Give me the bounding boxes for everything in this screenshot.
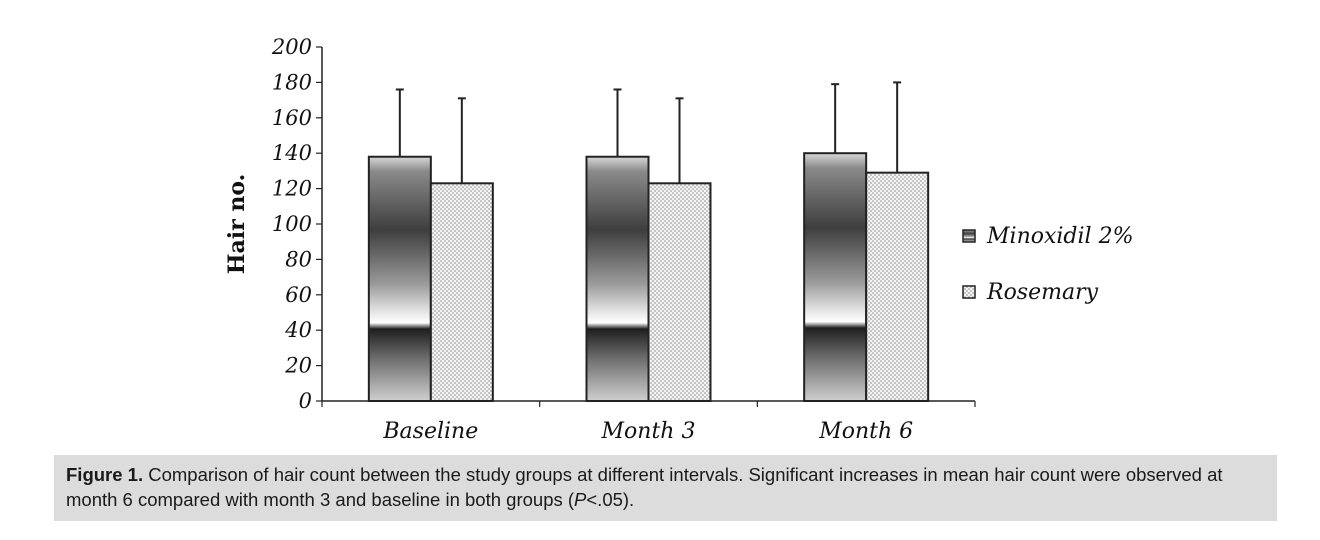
bar-minoxidil	[803, 152, 868, 402]
chart-axes: 0 20 40 60 80 100 120 140 160 180 200	[271, 35, 976, 413]
caption-p-value: <.05).	[586, 489, 635, 510]
chart-legend: Minoxidil 2% Rosemary	[962, 224, 1133, 305]
x-category-label: Baseline	[382, 419, 478, 444]
chart-bars: Baseline Month 3 Month 6	[367, 81, 930, 444]
x-category-label: Month 3	[601, 419, 696, 444]
bar-minoxidil	[585, 155, 650, 402]
bar-rosemary	[865, 171, 930, 402]
y-tick-label: 120	[272, 177, 312, 201]
bar-chart: 0 20 40 60 80 100 120 140 160 180 200 Baseline Mont…	[224, 35, 1133, 444]
y-tick-label: 0	[299, 389, 312, 413]
y-tick-label: 100	[272, 212, 312, 236]
y-tick-label: 20	[284, 354, 312, 378]
y-tick-label: 60	[285, 283, 312, 307]
bar-minoxidil	[367, 155, 432, 402]
bar-rosemary	[647, 182, 712, 402]
figure-caption: Figure 1. Comparison of hair count betwe…	[54, 455, 1277, 521]
bar-rosemary	[429, 182, 494, 402]
y-tick-label: 140	[272, 141, 312, 165]
x-category-label: Month 6	[818, 419, 913, 444]
y-tick-label: 80	[285, 247, 312, 271]
caption-text: Comparison of hair count between the stu…	[66, 464, 1223, 510]
y-tick-label: 180	[272, 70, 312, 94]
y-tick-label: 200	[271, 35, 312, 59]
legend-label: Rosemary	[986, 280, 1099, 305]
caption-label: Figure 1.	[66, 464, 144, 485]
caption-p-symbol: P	[574, 489, 587, 510]
y-axis-label: Hair no.	[224, 174, 250, 275]
legend-swatch-rosemary	[962, 285, 976, 299]
legend-label: Minoxidil 2%	[986, 224, 1133, 249]
y-tick-label: 40	[284, 318, 312, 342]
y-tick-label: 160	[272, 106, 312, 130]
legend-swatch-minoxidil	[962, 229, 976, 243]
